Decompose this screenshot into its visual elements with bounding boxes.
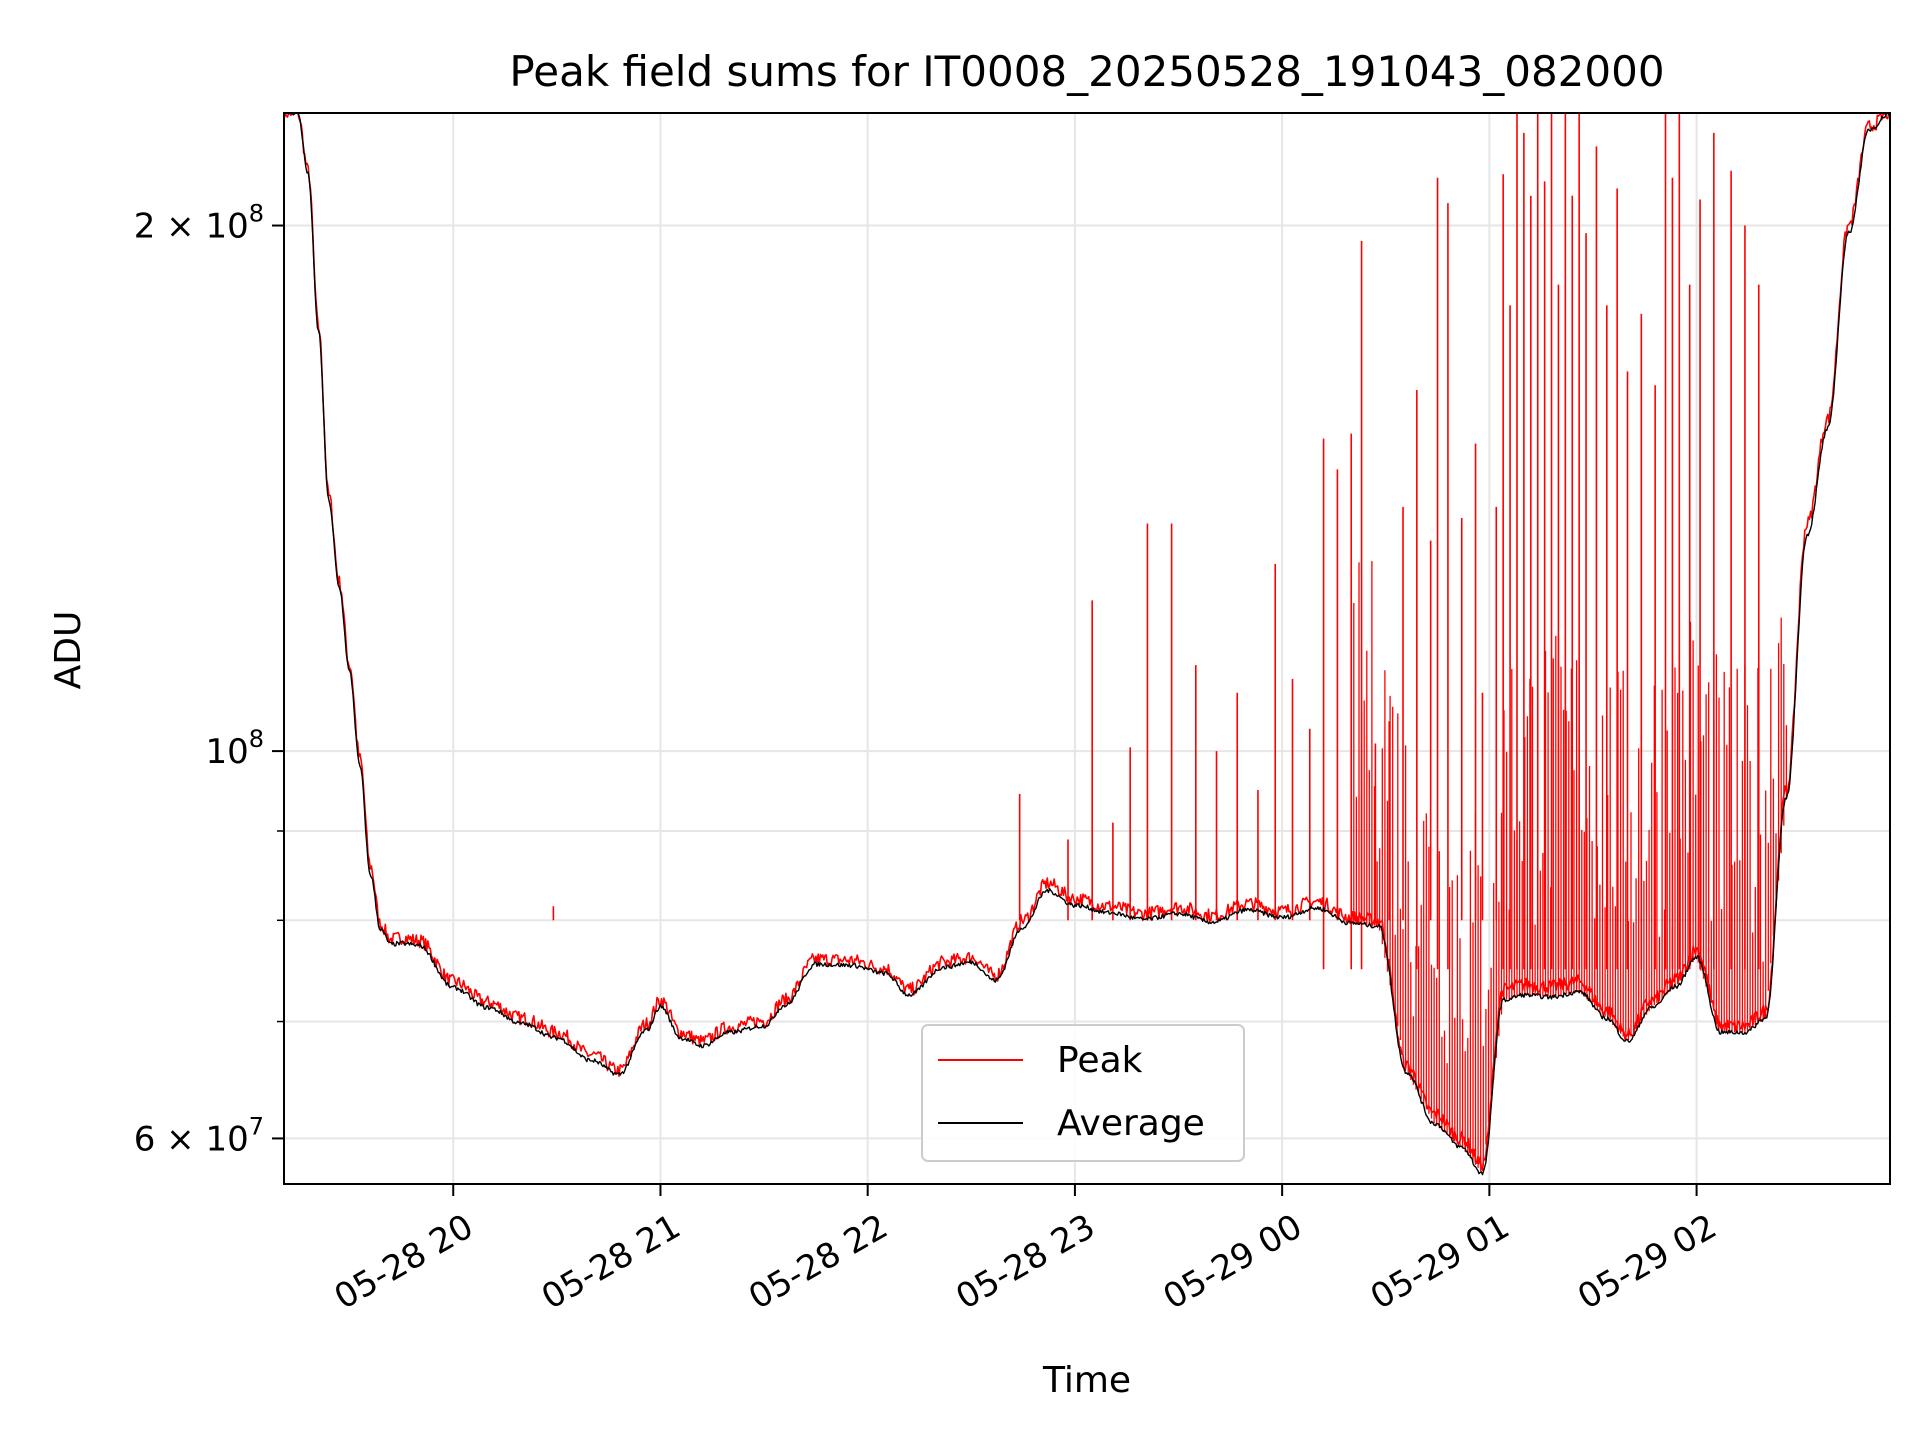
- grid: [284, 113, 1890, 1184]
- x-axis-label: Time: [1042, 1360, 1131, 1401]
- legend-label-peak: Peak: [1057, 1040, 1143, 1081]
- y-tick-label: 2 × 108: [134, 200, 264, 247]
- y-axis-label: ADU: [48, 611, 89, 690]
- series-line-average: [284, 113, 1890, 1176]
- y-tick-label: 6 × 107: [134, 1112, 264, 1159]
- y-tick-label: 108: [205, 725, 264, 772]
- series-line-peak: [284, 113, 1890, 1172]
- legend-label-average: Average: [1057, 1103, 1205, 1144]
- legend: Peak Average: [921, 1024, 1245, 1162]
- plot-frame: [283, 112, 1891, 1185]
- plot-area: [284, 113, 1890, 1176]
- chart-title: Peak field sums for IT0008_20250528_1910…: [509, 47, 1664, 96]
